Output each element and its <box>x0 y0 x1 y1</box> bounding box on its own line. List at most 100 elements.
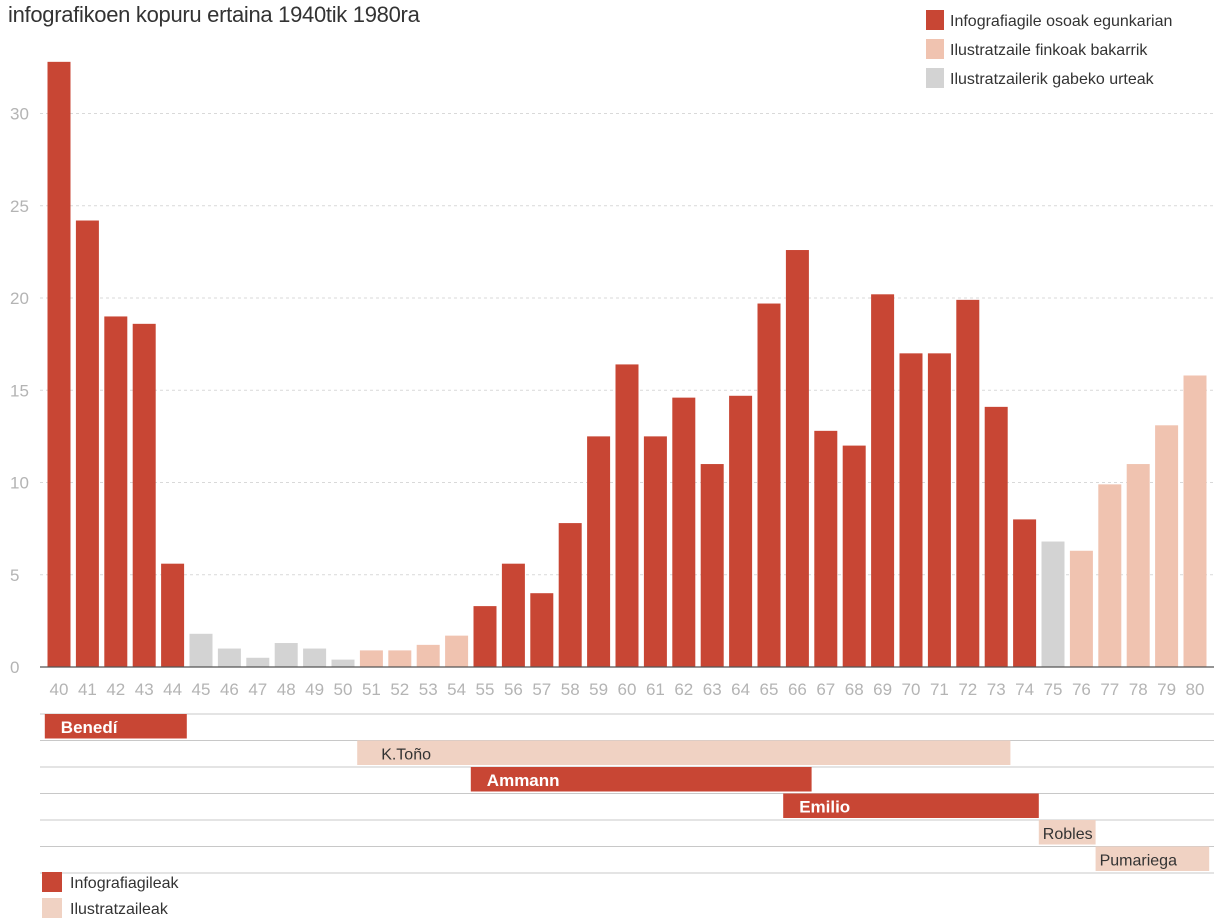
bar-60 <box>615 364 639 667</box>
x-tick-label: 68 <box>845 680 864 699</box>
bar-66 <box>785 250 809 667</box>
timeline-bar-ktoo <box>357 740 1011 765</box>
x-tick-label: 43 <box>135 680 154 699</box>
x-tick-label: 70 <box>902 680 921 699</box>
bar-45 <box>189 633 213 667</box>
x-tick-label: 58 <box>561 680 580 699</box>
x-tick-label: 48 <box>277 680 296 699</box>
timeline-bar-emilio <box>783 793 1039 818</box>
y-tick-label: 10 <box>10 474 29 493</box>
legend-label-none: Ilustratzailerik gabeko urteak <box>950 71 1155 88</box>
x-tick-label: 79 <box>1157 680 1176 699</box>
timeline-label: Emilio <box>799 798 850 817</box>
timeline-label: Benedí <box>61 718 119 737</box>
x-tick-label: 56 <box>504 680 523 699</box>
y-axis-ticks: 0 5 10 15 20 25 30 <box>10 105 29 678</box>
bar-56 <box>501 563 525 667</box>
x-tick-label: 52 <box>390 680 409 699</box>
bottom-legend-label-illustrator: Ilustratzaileak <box>70 901 169 918</box>
legend: Infografiagile osoak egunkarian Ilustratz… <box>926 10 1172 88</box>
bar-69 <box>871 294 895 667</box>
x-tick-label: 75 <box>1044 680 1063 699</box>
timeline-label: Robles <box>1043 826 1093 843</box>
bar-50 <box>331 659 355 667</box>
timeline-bar-robles <box>1038 820 1096 845</box>
bar-41 <box>75 220 99 667</box>
timeline: Benedí K.Toño Ammann Emilio Robles Pumariega <box>40 713 1214 874</box>
bar-61 <box>643 436 667 667</box>
x-tick-label: 69 <box>873 680 892 699</box>
legend-label-fixed: Ilustratzaile finkoak bakarrik <box>950 42 1148 59</box>
bar-64 <box>729 395 753 667</box>
x-tick-label: 49 <box>305 680 324 699</box>
x-tick-label: 66 <box>788 680 807 699</box>
bar-51 <box>359 650 383 667</box>
x-tick-label: 44 <box>163 680 182 699</box>
bar-48 <box>274 643 298 667</box>
bar-80 <box>1183 375 1207 667</box>
bar-52 <box>388 650 412 667</box>
x-tick-label: 54 <box>447 680 466 699</box>
bar-62 <box>672 397 696 667</box>
x-tick-label: 73 <box>987 680 1006 699</box>
timeline-label: Pumariega <box>1100 853 1177 870</box>
x-tick-label: 76 <box>1072 680 1091 699</box>
bottom-legend: Infografiagileak Ilustratzaileak <box>42 872 180 918</box>
y-tick-label: 30 <box>10 105 29 124</box>
x-tick-label: 46 <box>220 680 239 699</box>
bar-47 <box>246 657 270 667</box>
bar-73 <box>984 406 1008 667</box>
x-tick-label: 50 <box>334 680 353 699</box>
bar-76 <box>1069 550 1093 667</box>
bar-40 <box>47 61 71 667</box>
x-tick-label: 64 <box>731 680 750 699</box>
bar-79 <box>1155 425 1179 667</box>
bar-71 <box>927 353 951 667</box>
bar-63 <box>700 464 724 667</box>
bar-54 <box>445 635 469 667</box>
bar-57 <box>530 593 554 667</box>
bar-42 <box>104 316 128 667</box>
x-tick-label: 62 <box>674 680 693 699</box>
bar-77 <box>1098 484 1122 667</box>
bar-49 <box>303 648 327 667</box>
bar-53 <box>416 644 440 667</box>
y-tick-label: 0 <box>10 658 19 677</box>
bar-55 <box>473 606 497 667</box>
bar-46 <box>217 648 241 667</box>
bar-44 <box>161 563 185 667</box>
y-tick-label: 5 <box>10 566 19 585</box>
legend-swatch-none <box>926 68 944 88</box>
bar-68 <box>842 445 866 667</box>
chart-title: infografikoen kopuru ertaina 1940tik 198… <box>8 2 420 27</box>
x-tick-label: 53 <box>419 680 438 699</box>
y-tick-label: 20 <box>10 289 29 308</box>
bar-74 <box>1013 519 1037 667</box>
x-axis-ticks: 40 41 42 43 44 45 46 47 48 49 50 51 52 53 54 55 56 57 58 59… <box>50 680 1205 699</box>
legend-label-full: Infografiagile osoak egunkarian <box>950 13 1172 30</box>
x-tick-label: 41 <box>78 680 97 699</box>
x-tick-label: 80 <box>1186 680 1205 699</box>
x-tick-label: 77 <box>1100 680 1119 699</box>
x-tick-label: 74 <box>1015 680 1034 699</box>
bar-59 <box>587 436 611 667</box>
x-tick-label: 63 <box>703 680 722 699</box>
bottom-legend-swatch-infographer <box>42 872 62 892</box>
y-tick-label: 15 <box>10 381 29 400</box>
bar-70 <box>899 353 923 667</box>
bar-67 <box>814 430 838 667</box>
timeline-label: K.Toño <box>381 747 431 764</box>
x-tick-label: 67 <box>816 680 835 699</box>
x-tick-label: 51 <box>362 680 381 699</box>
timeline-bar-pumariega <box>1095 846 1210 871</box>
x-tick-label: 40 <box>50 680 69 699</box>
x-tick-label: 42 <box>106 680 125 699</box>
x-tick-label: 57 <box>532 680 551 699</box>
x-tick-label: 72 <box>958 680 977 699</box>
x-tick-label: 78 <box>1129 680 1148 699</box>
timeline-bar-ammann <box>470 767 812 792</box>
bars <box>47 61 1207 667</box>
x-tick-label: 55 <box>476 680 495 699</box>
x-tick-label: 47 <box>248 680 267 699</box>
